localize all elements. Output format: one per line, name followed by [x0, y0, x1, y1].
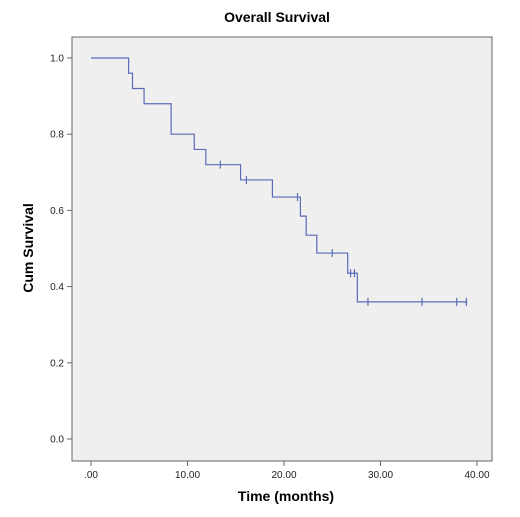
y-tick-label: 0.8 — [50, 130, 64, 141]
y-axis-title: Cum Survival — [20, 203, 36, 292]
x-axis-title: Time (months) — [238, 488, 334, 504]
y-tick-label: 0.2 — [50, 358, 64, 369]
y-tick-label: 0.6 — [50, 206, 64, 217]
x-tick-label: 20.00 — [271, 470, 296, 481]
y-axis: 0.0 0.2 0.4 0.6 0.8 1.0 — [50, 54, 72, 446]
y-tick-label: 0.4 — [50, 282, 64, 293]
y-tick-label: 1.0 — [50, 54, 64, 65]
censor-marks — [219, 160, 467, 306]
x-tick-label: 30.00 — [368, 470, 393, 481]
x-axis: .00 10.00 20.00 30.00 40.00 — [84, 461, 490, 481]
x-tick-label: 40.00 — [464, 470, 489, 481]
chart-title: Overall Survival — [224, 9, 330, 25]
y-tick-label: 0.0 — [50, 435, 64, 446]
plot-area — [71, 36, 493, 462]
x-tick-label: 10.00 — [175, 470, 200, 481]
x-tick-label: .00 — [84, 470, 98, 481]
